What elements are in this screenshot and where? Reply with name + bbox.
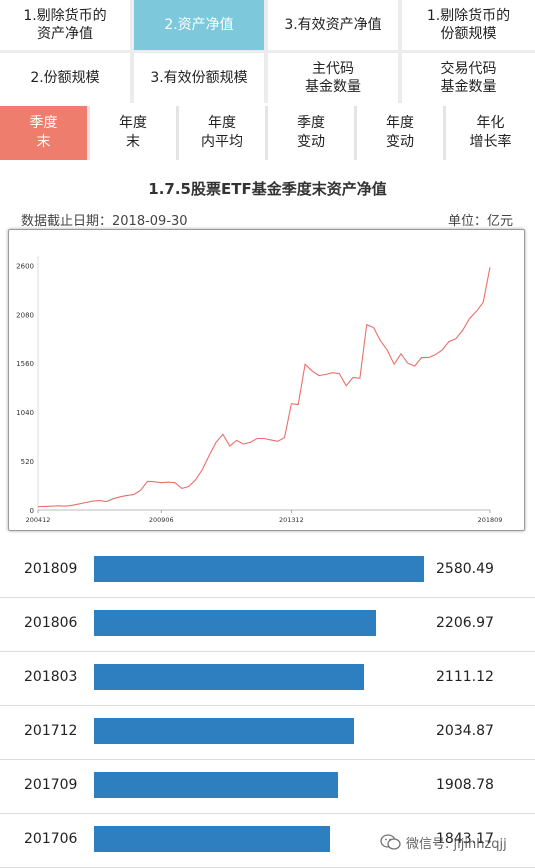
y-tick-label: 1560 [16, 360, 34, 368]
bar-row-period: 201706 [24, 831, 78, 847]
bar-row-value: 2206.97 [436, 615, 494, 631]
unit-label: 单位：亿元 [447, 214, 513, 229]
tab-effective-net-assets[interactable]: 3.有效资产净值 [268, 0, 398, 50]
y-tick-label: 0 [30, 507, 34, 515]
chart-title: 1.7.5股票ETF基金季度末资产净值 [148, 180, 387, 198]
category-tabs: 1.剔除货币的 资产净值 2.资产净值 3.有效资产净值 1.剔除货币的 份额规… [0, 0, 535, 103]
row-divider [0, 651, 535, 652]
tab-net-assets[interactable]: 2.资产净值 [134, 0, 264, 50]
bar-row: 201803 2111.12 [0, 652, 535, 706]
wechat-icon [380, 834, 401, 850]
row-divider [0, 759, 535, 760]
data-date: 数据截止日期：2018-09-30 [21, 214, 188, 229]
bar-row: 201709 1908.78 [0, 760, 535, 814]
tab-share-size[interactable]: 2.份额规模 [0, 53, 130, 103]
tab-year-average[interactable]: 年度 内平均 [179, 106, 265, 160]
bar-row-value: 2580.49 [436, 561, 494, 577]
y-tick-label: 520 [21, 458, 34, 466]
tab-share-size-ex-money[interactable]: 1.剔除货币的 份额规模 [402, 0, 535, 50]
bar-row: 201809 2580.49 [0, 544, 535, 598]
bar-row-bar [94, 826, 330, 852]
bar-row-period: 201709 [24, 777, 78, 793]
bar-row-period: 201806 [24, 615, 78, 631]
bar-row-value: 2111.12 [436, 669, 494, 685]
x-tick-label: 201312 [279, 516, 304, 524]
bar-row-bar [94, 664, 364, 690]
line-chart: 0 520 1040 1560 2080 2600 200412 200906 201312 20… [8, 229, 525, 531]
bar-row-bar [94, 772, 339, 798]
bar-row-period: 201712 [24, 723, 78, 739]
metric-tabs: 季度 末 年度 末 年度 内平均 季度 变动 年度 变动 年化 增长率 [0, 106, 535, 160]
bar-row-bar [94, 718, 355, 744]
row-divider [0, 597, 535, 598]
row-divider [0, 705, 535, 706]
bar-row: 201806 2206.97 [0, 598, 535, 652]
line-chart-svg: 0 520 1040 1560 2080 2600 200412 200906 201312 20… [16, 256, 503, 524]
bar-row-period: 201809 [24, 561, 78, 577]
tab-year-end[interactable]: 年度 末 [90, 106, 176, 160]
series-line [37, 267, 491, 508]
tab-quarter-change[interactable]: 季度 变动 [268, 106, 354, 160]
y-tick-label: 1040 [16, 409, 34, 417]
x-tick-label: 200906 [149, 516, 174, 524]
tab-quarter-end[interactable]: 季度 末 [0, 106, 87, 160]
bar-row-bar [94, 556, 424, 582]
bar-row-value: 1843.17 [436, 831, 494, 847]
y-tick-label: 2080 [16, 311, 34, 319]
bar-row-bar [94, 610, 377, 636]
tab-net-assets-ex-money[interactable]: 1.剔除货币的 资产净值 [0, 0, 130, 50]
bar-row-period: 201803 [24, 669, 78, 685]
watermark-text: 微信号: jijinhzqjj [406, 836, 507, 852]
row-divider [0, 813, 535, 814]
bar-row-value: 1908.78 [436, 777, 494, 793]
tab-year-change[interactable]: 年度 变动 [357, 106, 443, 160]
watermark: 微信号: jijinhzqjj [380, 833, 507, 852]
y-tick-label: 2600 [16, 262, 34, 270]
tab-annual-growth[interactable]: 年化 增长率 [446, 106, 535, 160]
bar-row: 201712 2034.87 [0, 706, 535, 760]
x-tick-label: 201809 [478, 516, 503, 524]
bar-row-value: 2034.87 [436, 723, 494, 739]
tab-main-code-fund-count[interactable]: 主代码 基金数量 [268, 53, 398, 103]
tab-trade-code-fund-count[interactable]: 交易代码 基金数量 [402, 53, 535, 103]
tab-effective-share-size[interactable]: 3.有效份额规模 [134, 53, 264, 103]
x-tick-label: 200412 [26, 516, 51, 524]
